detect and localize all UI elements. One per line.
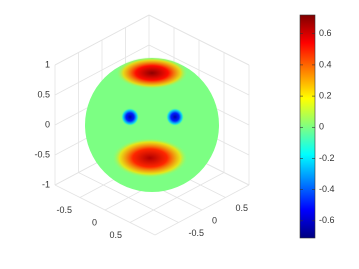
colorbar-tick-label: -0.4 — [319, 184, 335, 194]
z-tick-label: 1 — [45, 59, 50, 69]
grid-line — [78, 172, 179, 223]
surface-blob — [112, 138, 188, 178]
grid-line — [54, 14, 150, 66]
y-tick-label: -0.5 — [189, 228, 205, 238]
z-tick-label: -0.5 — [34, 149, 50, 159]
surface-blob — [116, 57, 188, 89]
colorbar-tick-label: -0.2 — [319, 153, 335, 163]
colorbar-tick-label: 0.2 — [319, 90, 332, 100]
grid-line — [148, 44, 250, 96]
grid-line — [148, 14, 250, 66]
grid-line — [54, 44, 150, 96]
x-tick-label: -0.5 — [56, 205, 72, 215]
z-tick-label: 0.5 — [37, 89, 50, 99]
y-tick-label: 0.5 — [236, 203, 249, 213]
surface-blob — [166, 108, 184, 126]
colorbar-tick-label: -0.6 — [319, 215, 335, 225]
colorbar-tick-label: 0 — [319, 122, 324, 132]
y-tick-label: 0 — [212, 215, 217, 225]
surface-blob — [121, 108, 139, 126]
colorbar-tick-label: 0.4 — [319, 59, 332, 69]
z-tick-label: 0 — [45, 119, 50, 129]
colorbar — [299, 14, 316, 239]
z-tick-label: -1 — [42, 179, 50, 189]
x-tick-label: 0 — [92, 217, 97, 227]
colorbar-tick-label: 0.6 — [319, 28, 332, 38]
x-tick-label: 0.5 — [109, 230, 122, 240]
